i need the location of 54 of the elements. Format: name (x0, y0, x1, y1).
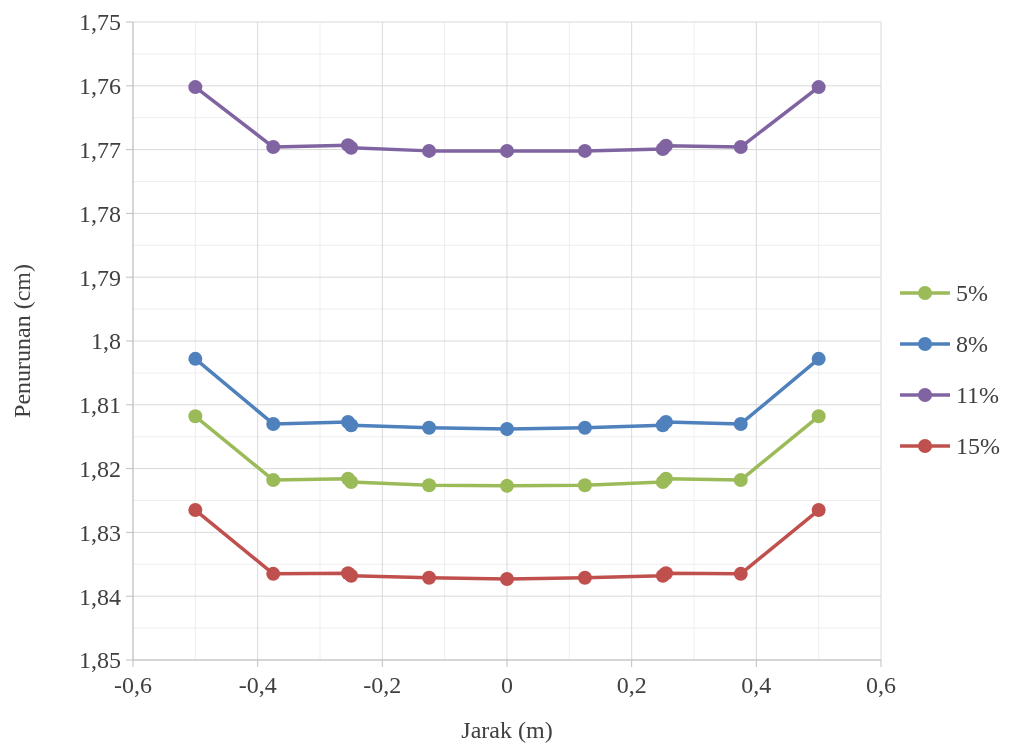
legend-label: 8% (956, 331, 988, 358)
point (266, 140, 281, 155)
y-tick-label: 1,82 (79, 456, 121, 482)
point (188, 351, 203, 366)
point (733, 140, 748, 155)
point (577, 478, 592, 493)
x-tick-label: 0 (501, 672, 513, 698)
point (577, 570, 592, 585)
x-tick-label: 0,4 (741, 672, 772, 698)
point (500, 422, 514, 437)
x-tick-label: 0,2 (616, 672, 647, 698)
point (658, 471, 673, 486)
x-axis-title: Jarak (m) (461, 717, 553, 743)
point (733, 473, 748, 488)
x-tick-label: -0,2 (363, 672, 402, 698)
y-tick-label: 1,83 (79, 519, 121, 546)
point (500, 478, 514, 493)
point (422, 143, 437, 158)
point (422, 420, 437, 435)
y-tick-label: 1,75 (79, 9, 121, 36)
point (811, 503, 826, 518)
legend-label: 15% (956, 433, 1000, 460)
point (811, 409, 826, 424)
point (577, 143, 592, 158)
point (811, 351, 826, 366)
point (266, 566, 281, 581)
legend-label: 5% (956, 280, 988, 307)
point (500, 571, 514, 586)
legend-label: 11% (956, 382, 1000, 409)
y-tick-label: 1,8 (91, 328, 121, 355)
point (344, 475, 359, 489)
point (577, 420, 592, 435)
x-tick-label: 0,6 (866, 672, 896, 698)
y-tick-label: 1,85 (79, 647, 121, 674)
y-tick-label: 1,76 (79, 73, 121, 100)
y-tick-label: 1,84 (79, 583, 121, 610)
point (266, 416, 281, 431)
y-tick-label: 1,81 (79, 392, 121, 419)
point (811, 80, 826, 95)
x-tick-label: -0,4 (238, 672, 277, 698)
point (422, 570, 437, 585)
point (188, 409, 203, 424)
point (188, 80, 203, 95)
point (733, 416, 748, 431)
y-axis-title: Penurunan (cm) (9, 264, 35, 418)
point (188, 503, 203, 518)
point (500, 143, 514, 158)
point (422, 478, 437, 493)
point (733, 566, 748, 581)
x-tick-label: -0,6 (114, 672, 152, 698)
y-tick-label: 1,77 (79, 137, 121, 163)
point (266, 473, 281, 488)
y-tick-label: 1,78 (79, 200, 121, 227)
y-tick-label: 1,79 (79, 264, 121, 291)
